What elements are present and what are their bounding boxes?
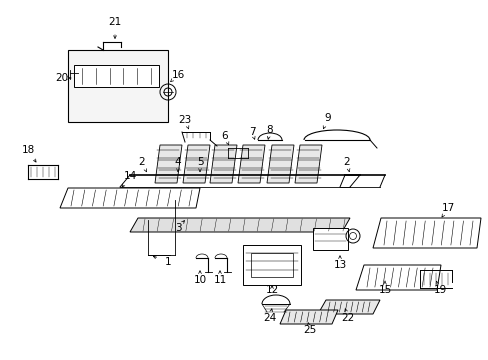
Text: 5: 5 [196,157,203,167]
Text: 22: 22 [341,313,354,323]
Text: 7: 7 [248,127,255,137]
Text: 1: 1 [164,257,171,267]
Text: 11: 11 [213,275,226,285]
Text: 9: 9 [324,113,331,123]
Text: 6: 6 [221,131,228,141]
Text: 16: 16 [171,70,184,80]
Bar [68,50,168,122]
Text: 2: 2 [139,157,145,167]
Text: 8: 8 [266,125,273,135]
Text: 13: 13 [333,260,346,270]
Polygon shape [183,145,209,183]
Text: 23: 23 [178,115,191,125]
Bar [312,228,347,250]
Polygon shape [155,145,182,183]
Text: 14: 14 [123,171,136,181]
Polygon shape [266,145,293,183]
Polygon shape [294,145,321,183]
Polygon shape [130,218,349,232]
Text: 4: 4 [174,157,181,167]
Text: 20: 20 [55,73,68,83]
Text: 18: 18 [21,145,35,155]
Bar [250,253,292,277]
Polygon shape [317,300,379,314]
Text: 15: 15 [378,285,391,295]
Text: 3: 3 [174,223,181,233]
Polygon shape [355,265,440,290]
Text: 2: 2 [343,157,349,167]
Polygon shape [238,145,264,183]
Polygon shape [280,310,337,324]
Text: 10: 10 [193,275,206,285]
Text: 24: 24 [263,313,276,323]
Bar [243,245,301,285]
Text: 17: 17 [441,203,454,213]
Text: 19: 19 [432,285,446,295]
Text: 21: 21 [108,17,122,27]
Polygon shape [372,218,480,248]
Text: 12: 12 [265,285,278,295]
Text: 25: 25 [303,325,316,335]
Polygon shape [209,145,237,183]
Polygon shape [60,188,200,208]
Bar [74,65,159,87]
